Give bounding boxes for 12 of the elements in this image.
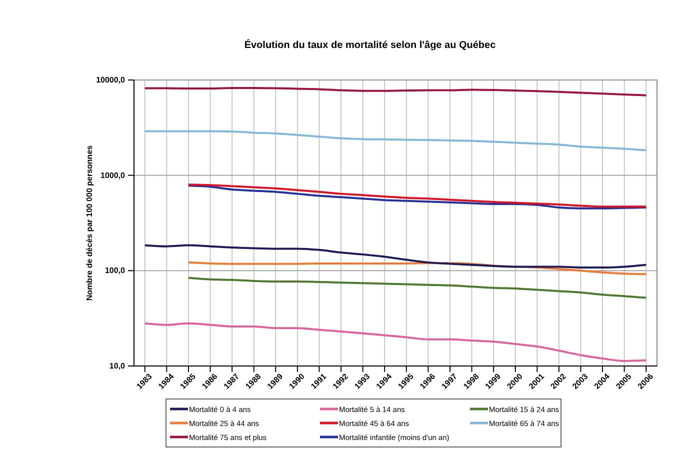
- chart-title: Évolution du taux de mortalité selon l'âge au Québec: [244, 39, 496, 51]
- y-tick-label: 10,0: [109, 362, 126, 371]
- line-series: [144, 322, 648, 362]
- y-axis-title: Nombre de décès par 100 000 personnes: [85, 144, 94, 301]
- line-series: [144, 244, 648, 268]
- y-tick-label: 10000,0: [96, 76, 126, 85]
- y-tick-label: 1000,0: [100, 170, 126, 180]
- y-tick-label: 100,0: [104, 266, 126, 276]
- line-series: [144, 86, 648, 96]
- line-series: [144, 130, 648, 152]
- line-series: [187, 261, 648, 276]
- line-series: [187, 276, 648, 299]
